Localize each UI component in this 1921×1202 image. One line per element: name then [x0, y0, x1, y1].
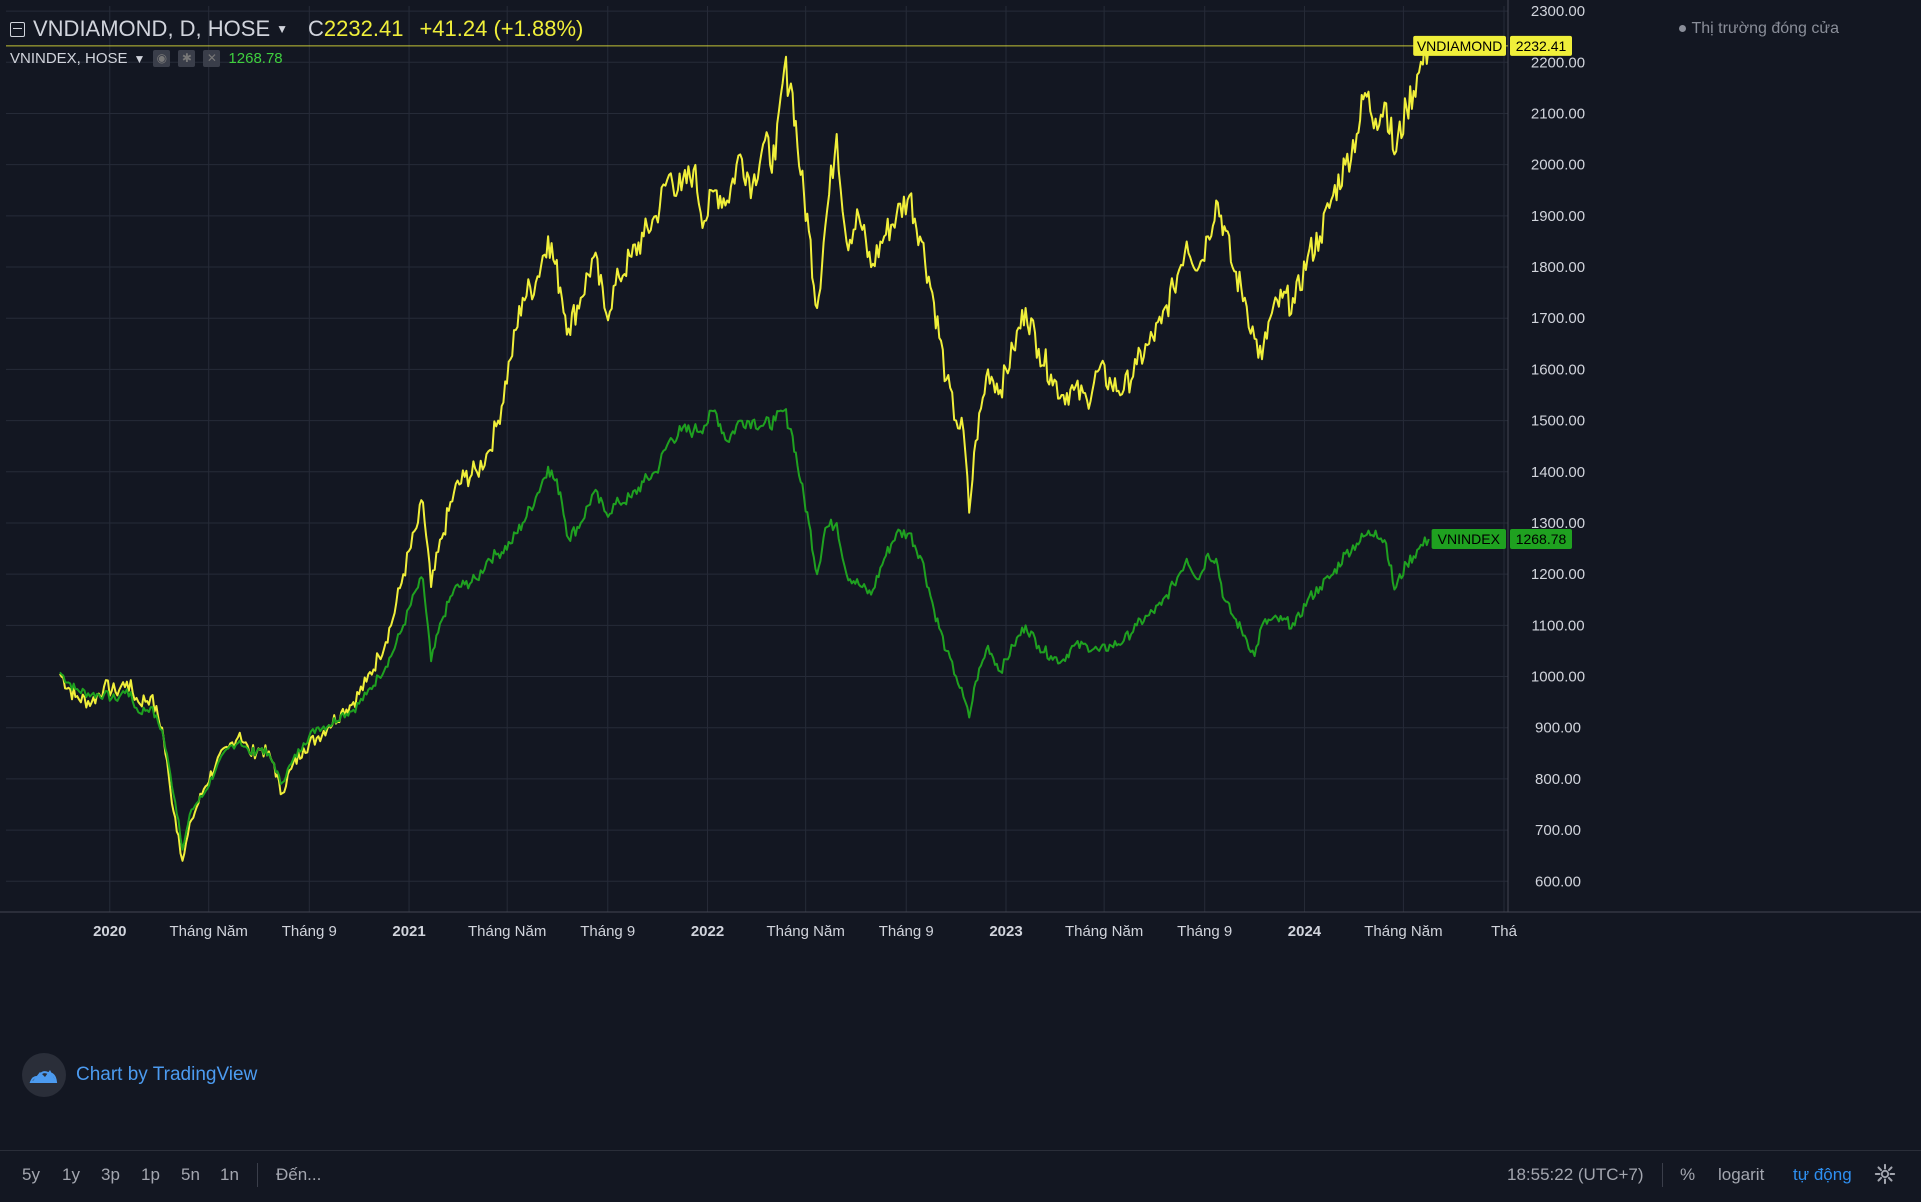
x-tick-label: Tháng 9	[282, 923, 337, 940]
goto-date-button[interactable]: Đến...	[276, 1165, 322, 1184]
tradingview-cloud-icon	[22, 1053, 66, 1097]
x-tick-label: Tháng 9	[580, 923, 635, 940]
y-tick-label: 1600.00	[1531, 361, 1585, 378]
price-change: +41.24 (+1.88%)	[419, 16, 584, 41]
last-value-tag	[1510, 528, 1572, 549]
y-tick-label: 900.00	[1535, 720, 1581, 737]
main-legend-row: VNDIAMOND, D, HOSE ▼ C2232.41 +41.24 (+1…	[10, 16, 583, 42]
y-tick-label: 800.00	[1535, 771, 1581, 788]
y-tick-label: 1100.00	[1531, 617, 1584, 634]
eye-icon[interactable]: ◉	[153, 50, 171, 67]
compare-legend-row: VNINDEX, HOSE ▼ ◉ ✱ ✕ 1268.78	[10, 50, 283, 67]
chevron-down-icon[interactable]: ▼	[133, 51, 146, 66]
close-prefix: C	[308, 16, 324, 41]
series-name-tag	[1431, 528, 1506, 549]
y-tick-label: 1900.00	[1531, 208, 1585, 225]
x-tick-label: Tháng 9	[879, 923, 934, 940]
range-3p-button[interactable]: 3p	[101, 1165, 120, 1184]
y-tick-label: 1400.00	[1531, 464, 1585, 481]
y-tick-label: 2200.00	[1531, 54, 1585, 71]
y-tick-label: 700.00	[1535, 822, 1581, 839]
y-tick-label: 1800.00	[1531, 259, 1585, 276]
compare-symbol[interactable]: VNINDEX, HOSE	[10, 50, 128, 67]
collapse-legend-icon[interactable]	[10, 21, 25, 37]
gear-icon[interactable]	[1874, 1163, 1896, 1190]
y-tick-label: 1300.00	[1531, 515, 1585, 532]
x-tick-label: Tháng Năm	[766, 923, 844, 940]
series-name-tag	[1413, 35, 1506, 56]
x-tick-label: 2023	[989, 923, 1022, 940]
clock-readout[interactable]: 18:55:22 (UTC+7)	[1507, 1165, 1644, 1184]
tradingview-logo-text[interactable]: Chart by TradingView	[76, 1064, 258, 1085]
x-tick-label: 2024	[1288, 923, 1322, 940]
range-1y-button[interactable]: 1y	[62, 1165, 80, 1184]
x-tick-label: Tháng Năm	[468, 923, 546, 940]
x-tick-label: Tháng 9	[1177, 923, 1232, 940]
compare-value: 1268.78	[228, 50, 283, 67]
y-tick-label: 2300.00	[1531, 3, 1585, 20]
range-5n-button[interactable]: 5n	[181, 1165, 200, 1184]
y-tick-label: 1200.00	[1531, 566, 1585, 583]
y-tick-label: 1000.00	[1531, 669, 1585, 686]
y-tick-label: 2000.00	[1531, 157, 1585, 174]
tradingview-logo[interactable]: Chart by TradingView	[22, 1053, 257, 1097]
log-scale-toggle[interactable]: logarit	[1718, 1165, 1765, 1184]
range-1p-button[interactable]: 1p	[141, 1165, 160, 1184]
chevron-down-icon[interactable]: ▼	[276, 22, 289, 36]
range-1n-button[interactable]: 1n	[220, 1165, 239, 1184]
series-name-label: VNINDEX	[1438, 531, 1501, 547]
bottom-toolbar: 5y 1y 3p 1p 5n 1n Đến... 18:55:22 (UTC+7…	[0, 1150, 1921, 1202]
y-tick-label: 1500.00	[1531, 413, 1585, 430]
settings-icon[interactable]: ✱	[178, 50, 196, 67]
x-tick-label: Tháng Năm	[170, 923, 248, 940]
auto-scale-toggle[interactable]: tự động	[1793, 1165, 1852, 1184]
y-tick-label: 600.00	[1535, 873, 1581, 890]
series-name-label: VNDIAMOND	[1417, 38, 1503, 54]
series-line-vndiamond[interactable]	[59, 39, 1430, 862]
y-tick-label: 1700.00	[1531, 310, 1585, 327]
x-tick-label: 2020	[93, 923, 126, 940]
toolbar-divider	[257, 1163, 258, 1187]
close-price: 2232.41	[323, 16, 404, 41]
x-tick-label: 2021	[392, 923, 425, 940]
last-value-label: 1268.78	[1516, 531, 1567, 547]
last-value-label: 2232.41	[1516, 38, 1567, 54]
range-5y-button[interactable]: 5y	[22, 1165, 40, 1184]
series-line-vnindex[interactable]	[59, 408, 1430, 851]
x-tick-label: 2022	[691, 923, 724, 940]
remove-icon[interactable]: ✕	[203, 50, 221, 67]
main-symbol-title[interactable]: VNDIAMOND, D, HOSE	[33, 16, 271, 41]
market-status: Thị trường đóng cửa	[1679, 20, 1839, 38]
x-tick-label: Tháng Năm	[1065, 923, 1143, 940]
y-tick-label: 2100.00	[1531, 105, 1585, 122]
close-price-group: C2232.41	[308, 16, 403, 42]
status-dot-icon	[1679, 25, 1687, 33]
x-tick-label: Thá	[1491, 923, 1518, 940]
chart-canvas[interactable]: 600.00 700.00 800.00 900.00 1000.00 1100.00 12…	[0, 0, 1921, 1150]
percent-scale-toggle[interactable]: %	[1680, 1165, 1696, 1184]
x-tick-label: Tháng Năm	[1364, 923, 1442, 940]
last-value-tag	[1510, 35, 1572, 56]
toolbar-divider	[1662, 1163, 1663, 1187]
market-status-label: Thị trường đóng cửa	[1691, 20, 1839, 37]
